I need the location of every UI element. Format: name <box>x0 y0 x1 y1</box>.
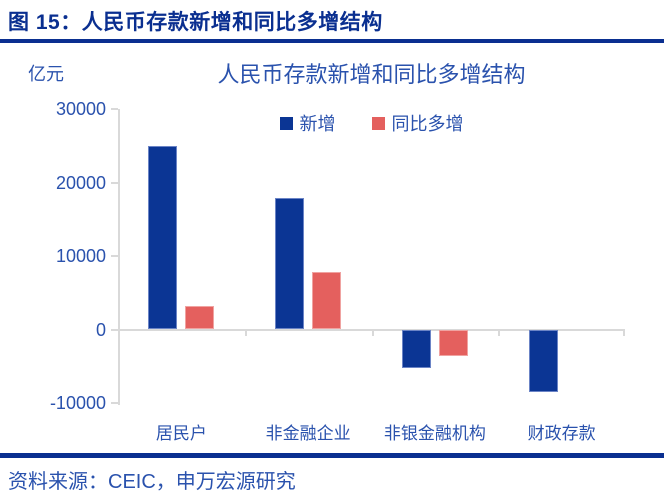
bar-同比多增-非金融企业 <box>312 272 341 330</box>
chart-title: 人民币存款新增和同比多增结构 <box>217 62 526 87</box>
y-axis-tick-label: 20000 <box>55 172 106 193</box>
legend-label: 同比多增 <box>391 114 464 134</box>
y-axis-tick <box>111 402 118 404</box>
x-axis-category-label: 非金融企业 <box>265 424 351 443</box>
x-axis-category-label: 非银金融机构 <box>383 424 486 443</box>
bar-同比多增-居民户 <box>185 305 214 330</box>
footer-divider <box>0 453 664 458</box>
x-axis-tick <box>118 329 120 336</box>
bar-新增-非金融企业 <box>275 197 304 330</box>
y-axis-tick <box>111 255 118 257</box>
x-axis-category-label: 居民户 <box>155 424 207 443</box>
x-axis-tick <box>371 329 374 336</box>
legend-item: 同比多增 <box>371 110 464 136</box>
y-axis-tick-label: 30000 <box>55 99 106 119</box>
x-axis-tick <box>623 329 625 336</box>
bar-同比多增-非银金融机构 <box>439 329 468 356</box>
x-axis-tick <box>498 329 501 336</box>
legend-item: 新增 <box>279 110 336 136</box>
y-axis-tick <box>111 108 118 110</box>
y-axis-unit-label: 亿元 <box>28 64 64 84</box>
x-axis-tick <box>244 329 247 336</box>
x-axis-category-label: 财政存款 <box>527 424 596 443</box>
y-axis-tick-label: -10000 <box>49 393 106 413</box>
bar-新增-非银金融机构 <box>402 329 431 369</box>
legend-swatch-icon <box>371 116 385 130</box>
y-axis-tick-label: 0 <box>95 319 106 340</box>
y-axis-line <box>118 109 120 405</box>
y-axis-tick <box>111 328 118 331</box>
legend-label: 新增 <box>299 114 336 134</box>
source-note: 资料来源：CEIC，申万宏源研究 <box>8 471 296 493</box>
legend-swatch-icon <box>279 116 293 130</box>
y-axis-tick <box>111 181 118 184</box>
bar-新增-财政存款 <box>529 329 558 392</box>
figure-title: 图 15：人民币存款新增和同比多增结构 <box>8 11 383 34</box>
chart-legend: 新增 同比多增 <box>118 110 625 136</box>
plot-area <box>111 108 625 405</box>
header-divider <box>0 39 664 43</box>
bar-新增-居民户 <box>148 146 177 330</box>
y-axis-tick-label: 10000 <box>55 246 106 266</box>
